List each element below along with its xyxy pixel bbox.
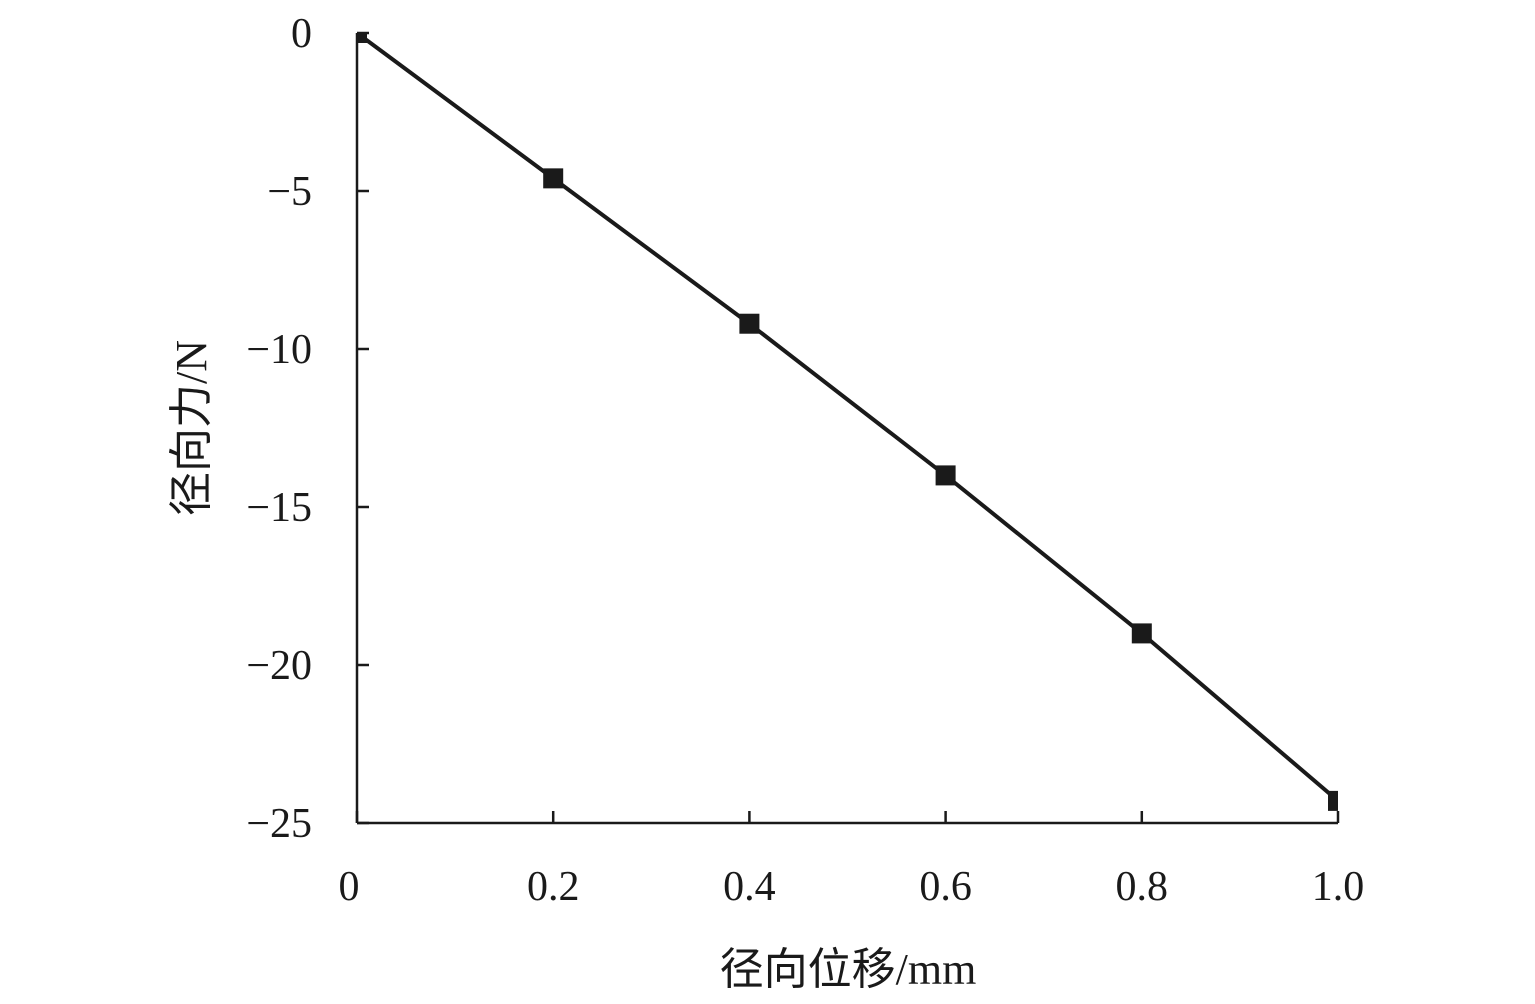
data-point — [935, 465, 956, 486]
y-tick-label: 0 — [291, 11, 312, 57]
series-group — [357, 33, 1338, 811]
axes — [355, 33, 1338, 825]
data-point — [739, 313, 760, 334]
x-tick-label: 0.6 — [919, 864, 972, 910]
x-tick-label: 0 — [339, 864, 360, 910]
series-line-group — [357, 33, 1338, 811]
x-tick-label: 0.4 — [723, 864, 776, 910]
y-axis-title: 径向力/N — [167, 340, 216, 516]
x-axis-title: 径向位移/mm — [720, 945, 977, 994]
y-tick-label: −5 — [267, 169, 312, 215]
x-ticks: 0 0.2 0.4 0.6 0.8 1.0 — [339, 811, 1365, 910]
y-tick-label: −10 — [246, 327, 312, 373]
data-point — [1328, 790, 1338, 811]
y-tick-label: −25 — [246, 801, 312, 847]
data-point — [1131, 623, 1152, 644]
data-point — [357, 33, 367, 43]
y-tick-label: −20 — [246, 643, 312, 689]
x-tick-label: 0.8 — [1116, 864, 1169, 910]
x-tick-label: 0.2 — [527, 864, 580, 910]
data-point — [543, 168, 564, 189]
y-tick-label: −15 — [246, 485, 312, 531]
x-tick-label: 1.0 — [1312, 864, 1365, 910]
series-line — [357, 33, 1338, 803]
y-ticks: 0 −5 −10 −15 −20 −25 — [246, 11, 369, 847]
